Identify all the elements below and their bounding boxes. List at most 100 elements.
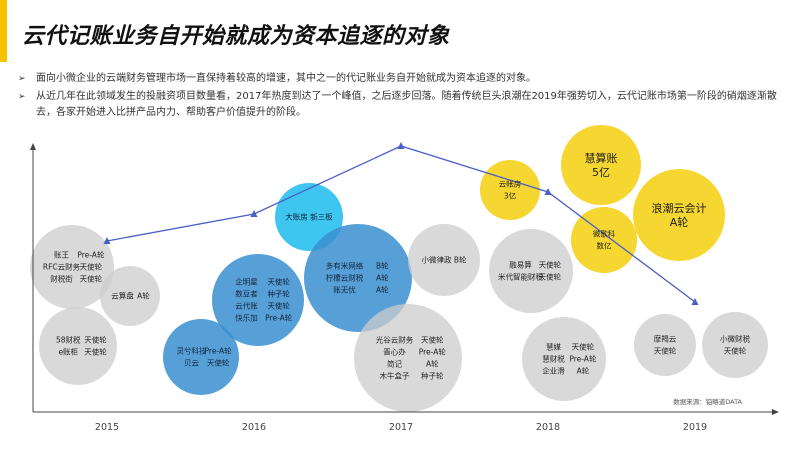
bubble-label: 浪潮云会计 — [652, 201, 707, 215]
bubble — [304, 224, 412, 332]
bubble-round-label: Pre-A轮 — [77, 250, 105, 260]
bubble-company-label: 账无忧 — [333, 285, 356, 295]
bubble-label: 云帐房 — [499, 179, 522, 189]
bubble-label: 数亿 — [597, 241, 612, 251]
bubble — [408, 224, 480, 296]
bubble-round-label: Pre-A轮 — [419, 347, 447, 357]
trend-point — [397, 142, 405, 149]
bubble-round-label: 天使轮 — [421, 335, 444, 345]
bubble-company-label: 贝云 — [184, 359, 199, 368]
bubble-company-label: 柠檬云财税 — [326, 273, 364, 283]
bubble-company-label: 财税街 — [50, 274, 73, 284]
bubble-round-label: 天使轮 — [539, 272, 562, 282]
bubble-label: 微歌科 — [593, 229, 616, 239]
bubble-label: 天使轮 — [724, 346, 747, 356]
bubble-round-label: A轮 — [137, 291, 150, 301]
accent-bar — [0, 0, 7, 62]
bubble-round-label: 种子轮 — [267, 289, 290, 299]
bubble-label: 小微财税 — [720, 334, 750, 344]
bubble-company-label: 快乐加 — [235, 313, 258, 323]
bubble — [702, 312, 768, 378]
bubble-round-label: 天使轮 — [84, 335, 107, 345]
bullet-list: ➢ 面向小微企业的云端财务管理市场一直保持着较高的增速，其中之一的代记账业务自开始… — [14, 71, 784, 123]
bubble-label: 5亿 — [592, 166, 610, 179]
bubble-round-label: Pre-A轮 — [265, 313, 293, 323]
bubble-round-label: 天使轮 — [539, 260, 562, 270]
bubble — [561, 125, 641, 205]
x-tick-label: 2015 — [95, 422, 119, 433]
bullet-text: 面向小微企业的云端财务管理市场一直保持着较高的增速，其中之一的代记账业务自开始就… — [36, 73, 536, 84]
bubble — [480, 160, 540, 220]
bubble-company-label: 企明星 — [235, 277, 258, 287]
bubble — [634, 314, 696, 376]
bubble-company-label: 晋心办 — [383, 347, 406, 357]
bubble-label: 大账房 新三板 — [285, 212, 333, 222]
bubble-label: 小微律政 B轮 — [421, 255, 467, 265]
bubble-company-label: 企业滑 — [542, 366, 565, 376]
trend-point — [544, 188, 552, 195]
x-axis-arrow — [772, 409, 779, 415]
bubble — [571, 207, 637, 273]
bullet-item: ➢ 面向小微企业的云端财务管理市场一直保持着较高的增速，其中之一的代记账业务自开始… — [14, 71, 784, 87]
bubble-round-label: 种子轮 — [421, 371, 444, 381]
bubble — [633, 169, 725, 261]
bubble — [30, 225, 114, 309]
bubble-round-label: 天使轮 — [267, 301, 290, 311]
bubble — [275, 183, 343, 251]
x-tick-label: 2018 — [536, 422, 560, 433]
bubble-round-label: A轮 — [376, 285, 389, 295]
bubble-label: 摩羯云 — [654, 334, 677, 344]
bubble-label: 慧算账 — [585, 151, 618, 165]
bubble-label: A轮 — [670, 215, 689, 229]
bullet-text: 从近几年在此领域发生的投融资项目数量看，2017年热度到达了一个峰值，之后逐步回… — [36, 91, 777, 118]
trend-point — [250, 210, 258, 217]
bubble-label: 天使轮 — [654, 346, 677, 356]
trend-point — [103, 237, 111, 244]
bubble-company-label: e账柜 — [58, 347, 78, 357]
bubble-company-label: 慧媒 — [546, 343, 561, 352]
source-note: 数据来源：铂略道DATA — [673, 397, 742, 406]
x-tick-label: 2017 — [389, 422, 413, 433]
bubble — [212, 254, 304, 346]
page-title: 云代记账业务自开始就成为资本追逐的对象 — [22, 24, 450, 49]
bubble-round-label: 天使轮 — [207, 358, 230, 368]
bubble — [39, 307, 117, 385]
bubble — [489, 229, 573, 313]
bubble-company-label: 多有米网络 — [326, 261, 364, 271]
bubble-company-label: 账王 — [54, 251, 69, 260]
bubble-company-label: 58财税 — [56, 335, 81, 345]
bubble-round-label: 天使轮 — [84, 347, 107, 357]
bubble-company-label: 灵兮科技 — [177, 346, 207, 356]
bubble-company-label: 简记 — [387, 359, 402, 369]
bubble-company-label: 融易算 — [509, 260, 532, 270]
bubble-company-label: 木牛盒子 — [380, 371, 410, 381]
bubble-label: 3亿 — [504, 191, 517, 201]
x-tick-label: 2016 — [242, 422, 266, 433]
bubble-round-label: 天使轮 — [80, 262, 103, 272]
arrow-bullet-icon: ➢ — [18, 92, 26, 102]
trend-point — [691, 298, 699, 305]
bubble-company-label: 数豆者 — [235, 289, 258, 299]
bubble-round-label: Pre-A轮 — [205, 346, 233, 356]
bubble — [163, 319, 239, 395]
bubble — [522, 317, 606, 401]
bubble-round-label: A轮 — [577, 366, 590, 376]
y-axis-arrow — [30, 143, 36, 150]
arrow-bullet-icon: ➢ — [18, 74, 26, 84]
bubble-round-label: A轮 — [376, 273, 389, 283]
bubble-round-label: 天使轮 — [572, 342, 595, 352]
bubble-round-label: Pre-A轮 — [569, 354, 597, 364]
bubble — [100, 266, 160, 326]
bullet-item: ➢ 从近几年在此领域发生的投融资项目数量看，2017年热度到达了一个峰值，之后逐步… — [14, 89, 784, 121]
bubble-round-label: 天使轮 — [80, 274, 103, 284]
x-tick-label: 2019 — [683, 422, 707, 433]
bubble-company-label: 米代智能财税 — [498, 272, 543, 282]
bubble-company-label: RFC云财务 — [43, 262, 81, 272]
bubble-company-label: 云算盘 — [111, 291, 134, 301]
bubble — [354, 304, 462, 412]
bubble-company-label: 慧财税 — [542, 354, 565, 364]
bubble-round-label: B轮 — [376, 261, 389, 271]
bubble-round-label: 天使轮 — [267, 277, 290, 287]
bubble-company-label: 光谷云财务 — [376, 335, 414, 345]
